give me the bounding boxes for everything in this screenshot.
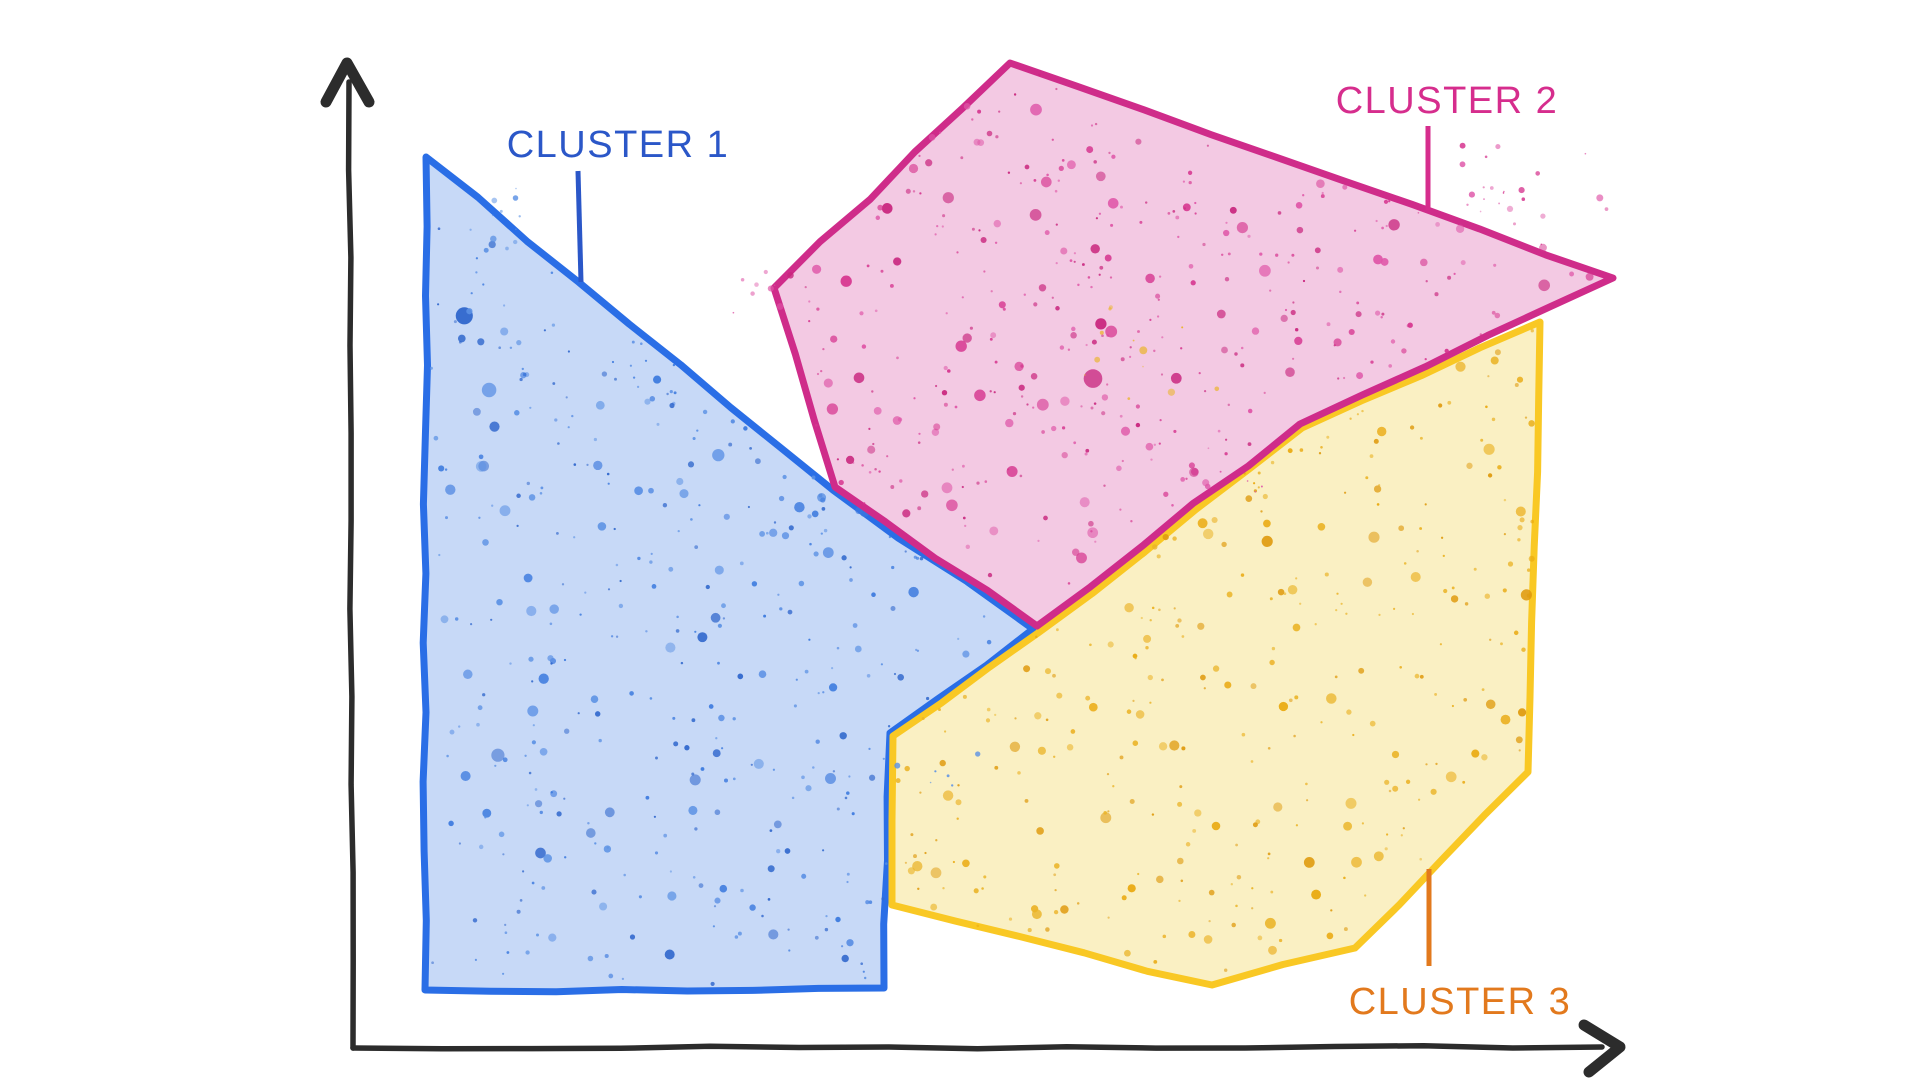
pink-outer-spray [1417,142,1609,252]
blue-top-spray [469,187,521,245]
cluster-1-callout-line [575,170,584,283]
label-callout-lines [575,126,1432,966]
pink-in-yellow-spray [1180,447,1263,493]
y-axis-arrowhead-icon [320,57,375,108]
axes [320,57,1626,1078]
clusters-layer [419,59,1617,996]
blue-in-yellow-spray [894,751,981,787]
cluster-1-label: CLUSTER 1 [507,124,730,166]
cluster-labels: CLUSTER 1 CLUSTER 2 CLUSTER 3 [507,80,1572,1023]
cluster-3-label: CLUSTER 3 [1349,981,1572,1023]
cluster-2-region [770,59,1617,630]
cluster-1-region [419,153,1037,996]
pink-left-spray [732,269,784,314]
x-axis-line [350,1042,1605,1052]
stray-dot-sprays [469,142,1609,787]
yellow-in-pink-spray [1084,305,1220,400]
y-axis-line [345,79,356,1051]
cluster-2-label: CLUSTER 2 [1336,80,1559,122]
cluster-3-region [888,318,1544,989]
x-axis-arrowhead-icon [1578,1019,1626,1078]
